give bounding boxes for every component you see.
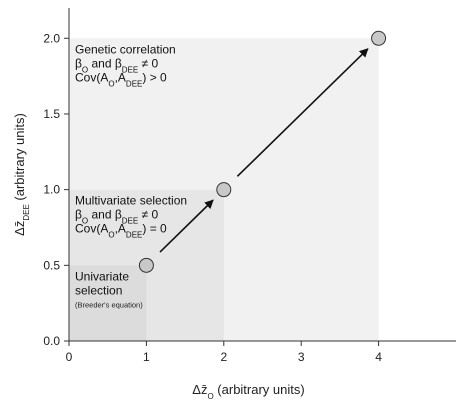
axes-layer: 0 1 2 3 4 0.0 0.5 1.0 1.5 2.0 Δz̄O (arbitrary unit… <box>12 8 456 401</box>
x-tick-label: 0 <box>66 350 73 364</box>
region-line3-multivariate: Cov(AO,ADEE) = 0 <box>75 222 167 240</box>
region-univariate <box>69 265 147 341</box>
y-tick-label: 1.5 <box>43 107 60 121</box>
data-point-2 <box>216 182 232 198</box>
x-axis-title: Δz̄O (arbitrary units) <box>192 382 304 401</box>
arrow-1 <box>159 199 214 253</box>
region-title-multivariate: Multivariate selection <box>75 194 187 208</box>
y-tick-label: 0.0 <box>43 334 60 348</box>
region-title-univariate: selection <box>75 283 122 297</box>
y-axis-title: Δz̄DEE (arbitrary units) <box>12 113 31 236</box>
x-tick-label: 3 <box>298 350 305 364</box>
y-tick-label: 0.5 <box>43 258 60 272</box>
x-tick-label: 4 <box>375 350 382 364</box>
region-title-genetic: Genetic correlation <box>75 42 176 56</box>
x-tick-label: 2 <box>220 350 227 364</box>
y-tick-label: 2.0 <box>43 31 60 45</box>
marks-layer <box>138 30 387 273</box>
arrow-2 <box>236 48 369 177</box>
region-line2-genetic: βO and βDEE ≠ 0 <box>75 56 158 74</box>
region-line2-multivariate: βO and βDEE ≠ 0 <box>75 208 158 226</box>
x-tick-label: 1 <box>143 350 150 364</box>
region-title-univariate: Univariate <box>75 269 129 283</box>
data-point-1 <box>138 257 154 273</box>
region-note-univariate: (Breeder's equation) <box>75 300 143 309</box>
region-line3-genetic: Cov(AO,ADEE) > 0 <box>75 70 167 88</box>
data-point-3 <box>371 30 387 46</box>
y-tick-label: 1.0 <box>43 183 60 197</box>
